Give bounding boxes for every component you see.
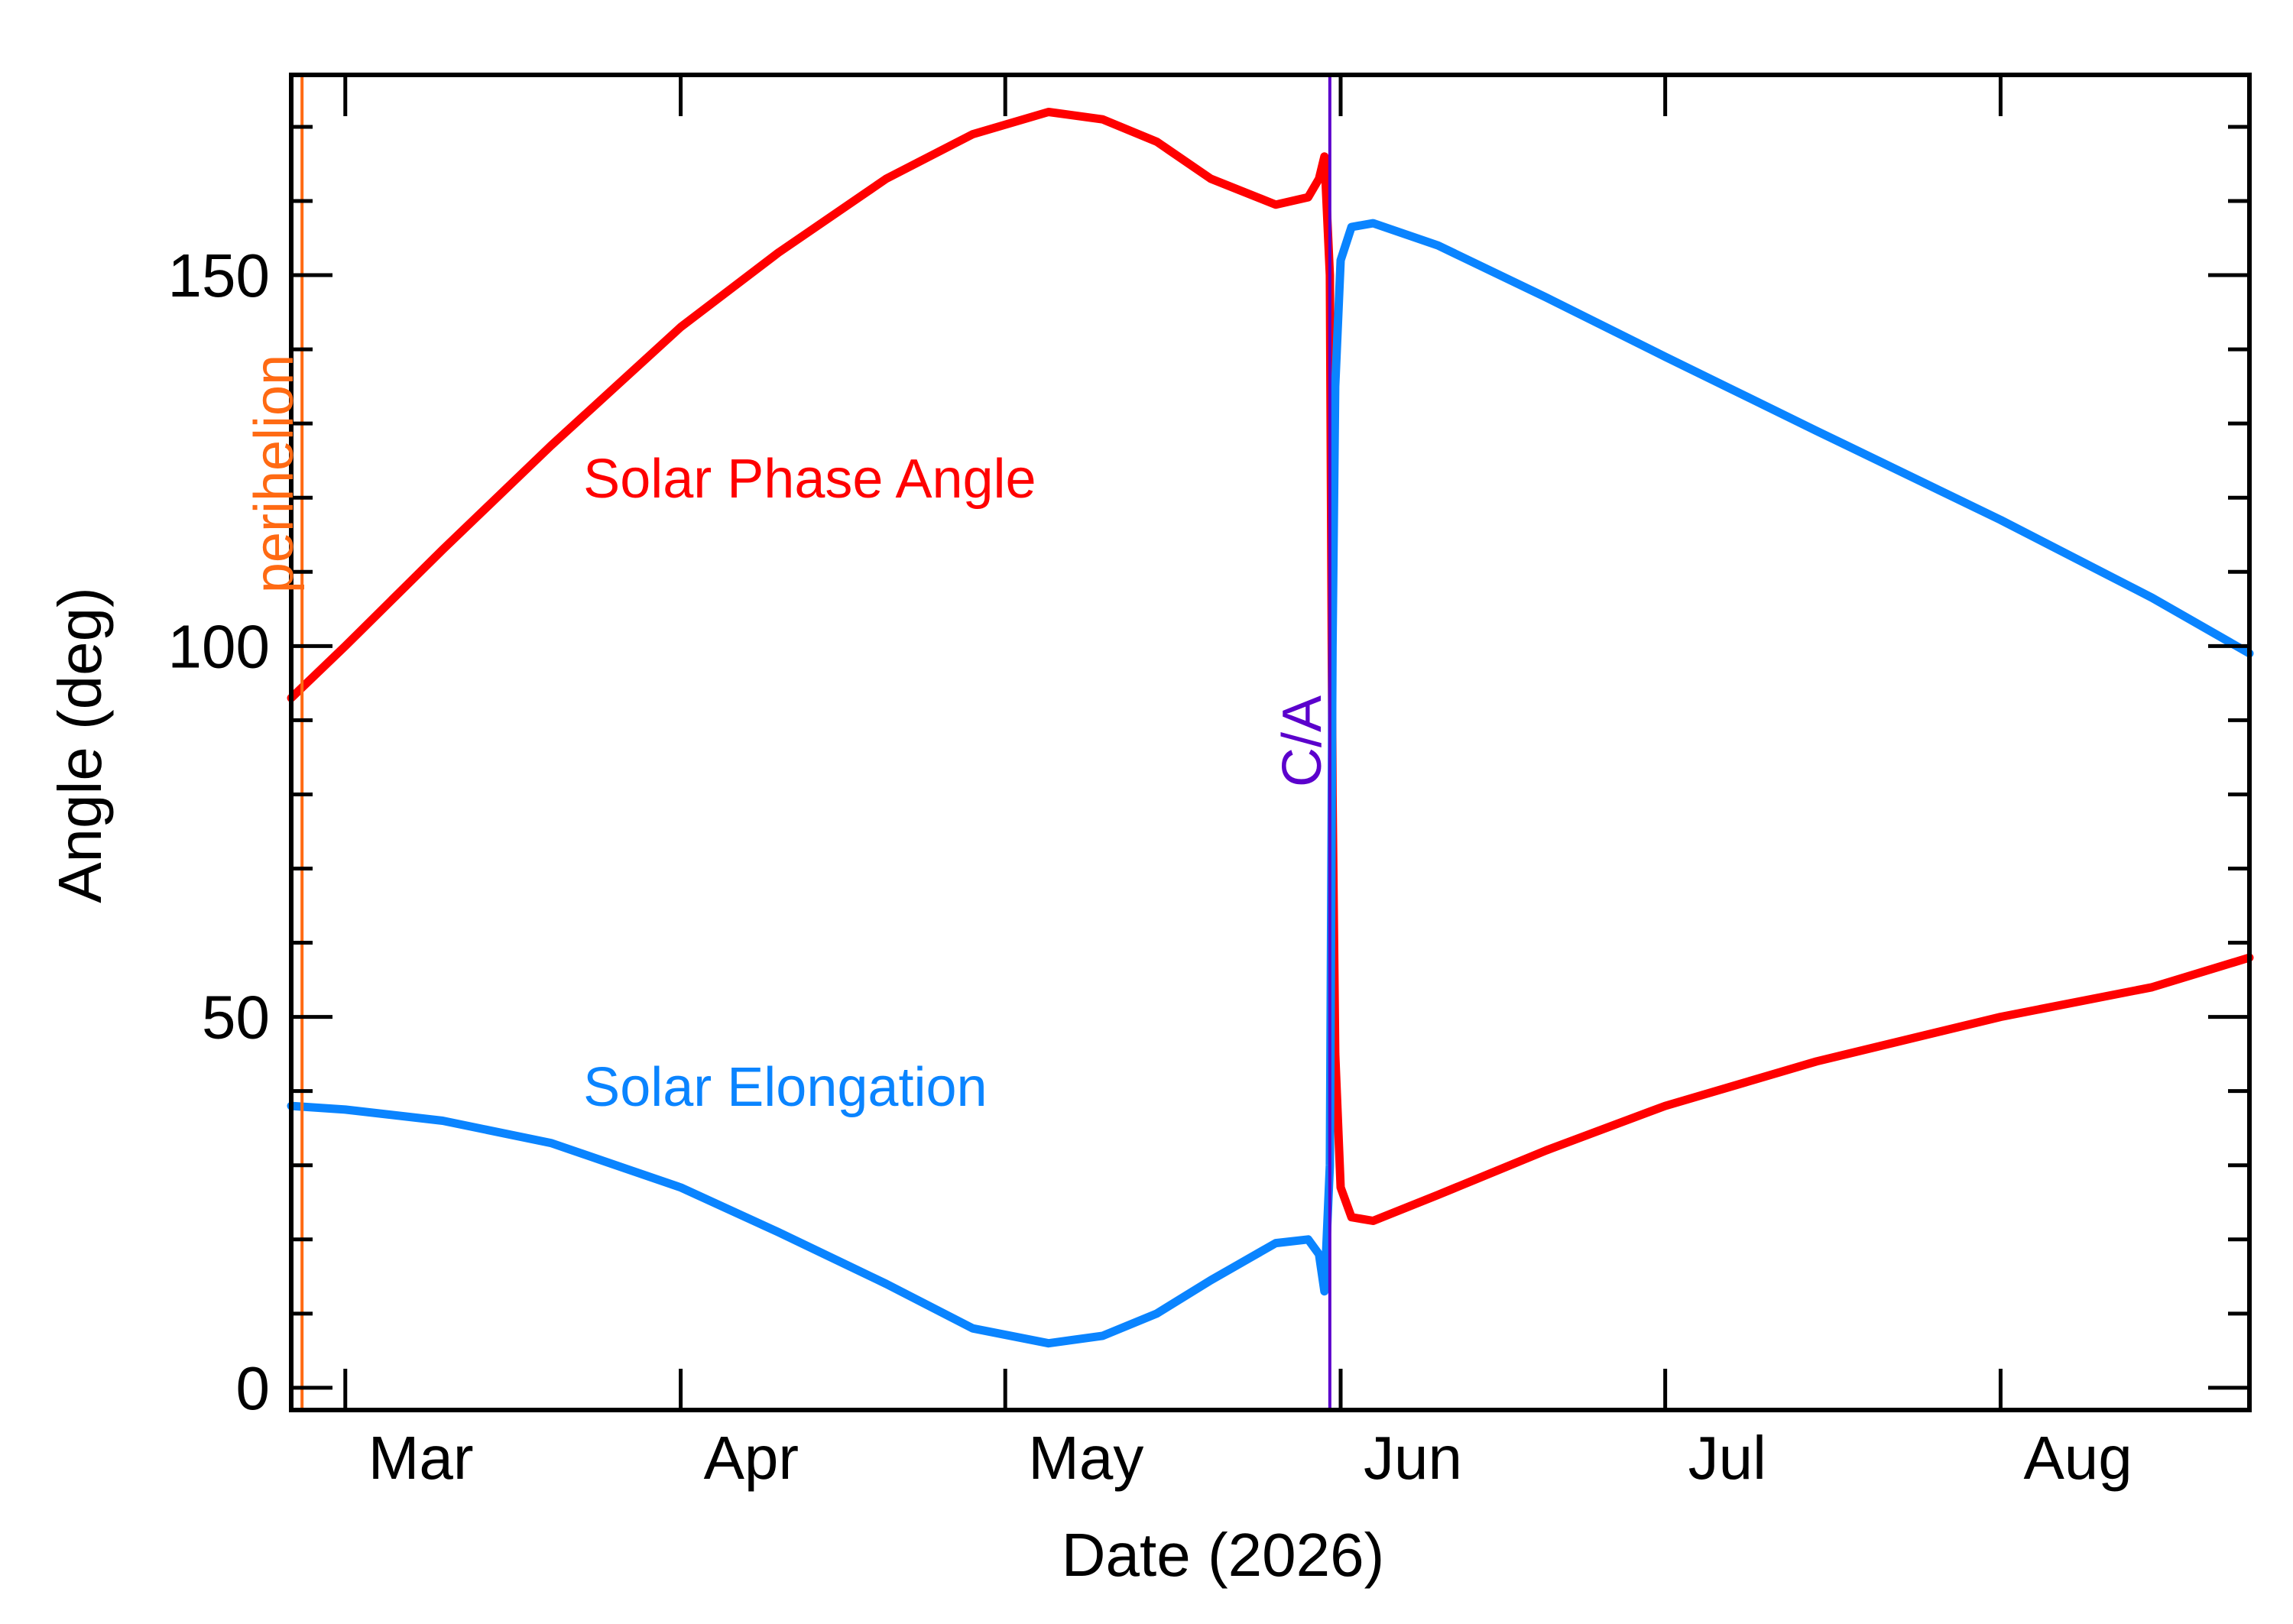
x-tick-label: Jul (1688, 1424, 1766, 1492)
reference-lines-layer (300, 75, 1331, 1410)
x-tick-label: Apr (704, 1424, 799, 1492)
series-annotation: Solar Elongation (583, 1057, 987, 1118)
reference-line-label: perihelion (244, 355, 305, 593)
plot-frame (289, 73, 2252, 1412)
x-axis-title: Date (2026) (1062, 1521, 1384, 1589)
series-line (287, 219, 2254, 1348)
y-tick-label: 0 (236, 1354, 271, 1422)
x-tick-label: May (1028, 1424, 1143, 1492)
reference-line-label: C/A (1272, 695, 1333, 787)
x-tick-label: Jun (1364, 1424, 1462, 1492)
y-axis-title: Angle (deg) (46, 587, 114, 903)
x-tick-label: Mar (368, 1424, 474, 1492)
series-layer (287, 108, 2254, 1348)
x-tick-label: Aug (2023, 1424, 2132, 1492)
y-tick-label: 150 (168, 241, 270, 310)
ticks-layer (291, 75, 2249, 1410)
y-tick-label: 100 (168, 612, 270, 680)
y-tick-label: 50 (202, 984, 270, 1052)
series-annotation: Solar Phase Angle (583, 449, 1036, 510)
series-line (287, 108, 2254, 1225)
text-layer: 0 50 100 150 Mar Apr May Jun Jul Aug perihelion C/A… (168, 241, 2132, 1492)
